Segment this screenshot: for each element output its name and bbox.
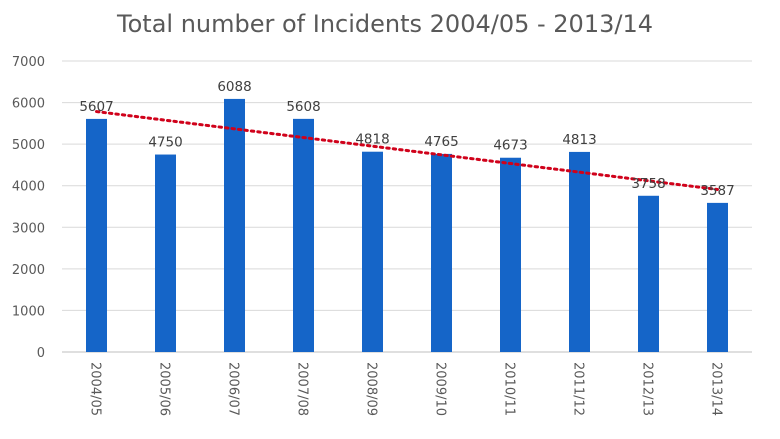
x-tick-label: 2004/05	[88, 362, 103, 416]
x-tick-label: 2011/12	[571, 362, 586, 416]
data-label: 4813	[562, 132, 596, 148]
x-tick-label: 2008/09	[364, 362, 379, 416]
y-tick-label: 4000	[12, 180, 45, 195]
bar	[500, 157, 521, 352]
data-label: 3587	[700, 183, 734, 199]
bar	[86, 118, 107, 352]
bar	[224, 98, 245, 352]
data-label: 4673	[493, 138, 527, 154]
data-label: 5607	[79, 99, 113, 115]
data-label: 6088	[217, 79, 251, 95]
y-tick-label: 0	[37, 346, 45, 361]
x-tick-label: 2006/07	[226, 362, 241, 416]
y-tick-label: 3000	[12, 221, 45, 236]
y-tick-label: 5000	[12, 138, 45, 153]
y-tick-label: 1000	[12, 304, 45, 319]
y-tick-label: 6000	[12, 97, 45, 112]
x-tick-label: 2009/10	[433, 362, 448, 416]
bar	[293, 118, 314, 352]
bar	[362, 151, 383, 352]
chart-title: Total number of Incidents 2004/05 - 2013…	[116, 10, 653, 38]
data-label: 5608	[286, 99, 320, 115]
bar	[155, 154, 176, 352]
x-tick-label: 2007/08	[295, 362, 310, 416]
data-label: 4765	[424, 134, 458, 150]
trendline	[95, 110, 719, 191]
data-label: 4750	[148, 135, 182, 151]
x-tick-label: 2010/11	[502, 362, 517, 416]
bar	[569, 151, 590, 352]
data-label: 4818	[355, 132, 389, 148]
bar	[431, 153, 452, 352]
x-tick-label: 2005/06	[157, 362, 172, 416]
data-label: 3758	[631, 176, 665, 192]
x-tick-label: 2013/14	[709, 362, 724, 416]
y-tick-label: 2000	[12, 263, 45, 278]
y-tick-label: 7000	[12, 55, 45, 70]
bar	[638, 195, 659, 352]
bar	[707, 202, 728, 352]
x-tick-label: 2012/13	[640, 362, 655, 416]
